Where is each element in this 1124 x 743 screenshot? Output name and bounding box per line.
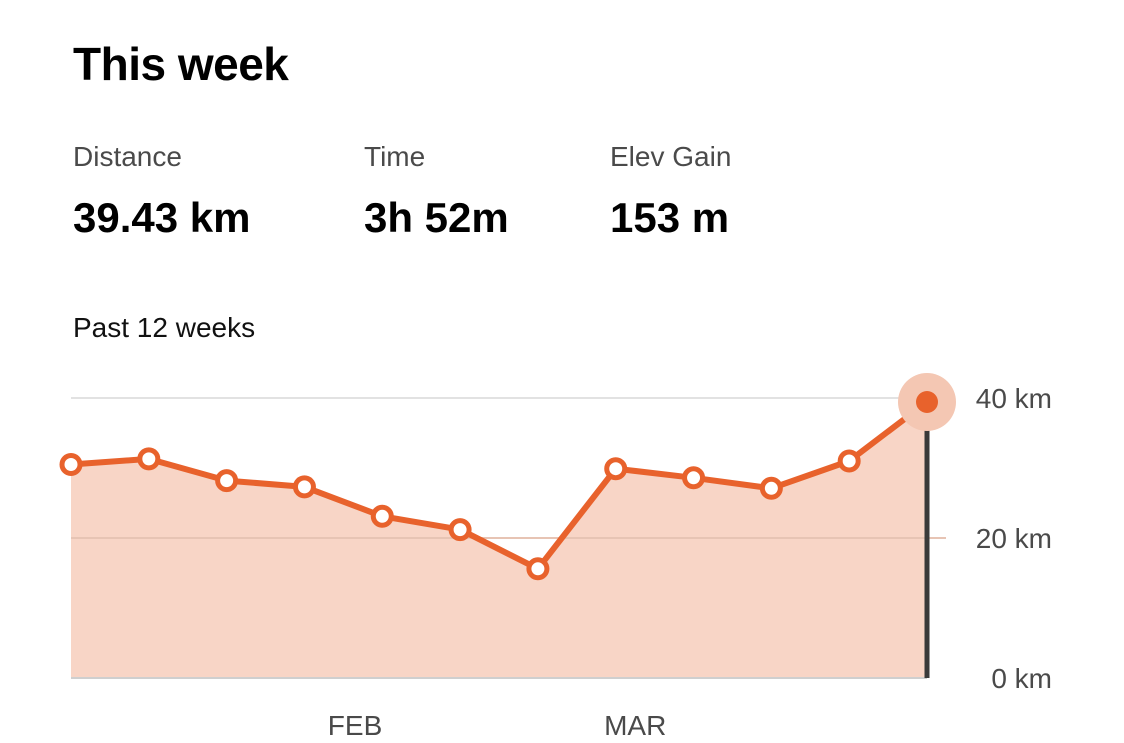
stat-time-label: Time — [364, 141, 426, 172]
stat-elev-gain-label: Elev Gain — [610, 141, 732, 172]
stat-time: Time 3h 52m — [364, 140, 509, 244]
data-point-5 — [448, 518, 472, 542]
y-tick-label-20: 20 km — [976, 523, 1052, 554]
page-title: This week — [73, 38, 289, 90]
y-tick-label-40: 40 km — [976, 383, 1052, 414]
stat-time-value: 3h 52m — [364, 194, 509, 241]
x-tick-label-feb: FEB — [328, 710, 382, 741]
highlight-point — [916, 390, 938, 413]
chart-subtitle: Past 12 weeks — [73, 312, 256, 343]
data-point-10 — [837, 449, 861, 473]
stat-distance-label: Distance — [73, 141, 182, 172]
data-point-8 — [682, 466, 706, 490]
data-point-2 — [215, 469, 239, 493]
data-point-3 — [292, 475, 316, 499]
stat-elev-gain: Elev Gain 153 m — [610, 140, 731, 244]
stat-distance-value: 39.43 km — [73, 194, 251, 241]
data-point-0 — [59, 453, 83, 476]
x-tick-label-mar: MAR — [604, 710, 666, 741]
series-line — [68, 398, 930, 572]
data-point-1 — [137, 447, 161, 471]
y-tick-label-0: 0 km — [991, 663, 1052, 694]
data-point-4 — [370, 504, 394, 528]
series-area-fill — [71, 401, 927, 678]
stat-distance: Distance 39.43 km — [73, 140, 250, 244]
data-point-6 — [526, 557, 550, 581]
data-point-9 — [759, 476, 783, 500]
stat-elev-gain-value: 153 m — [610, 194, 730, 241]
data-point-7 — [604, 457, 628, 481]
